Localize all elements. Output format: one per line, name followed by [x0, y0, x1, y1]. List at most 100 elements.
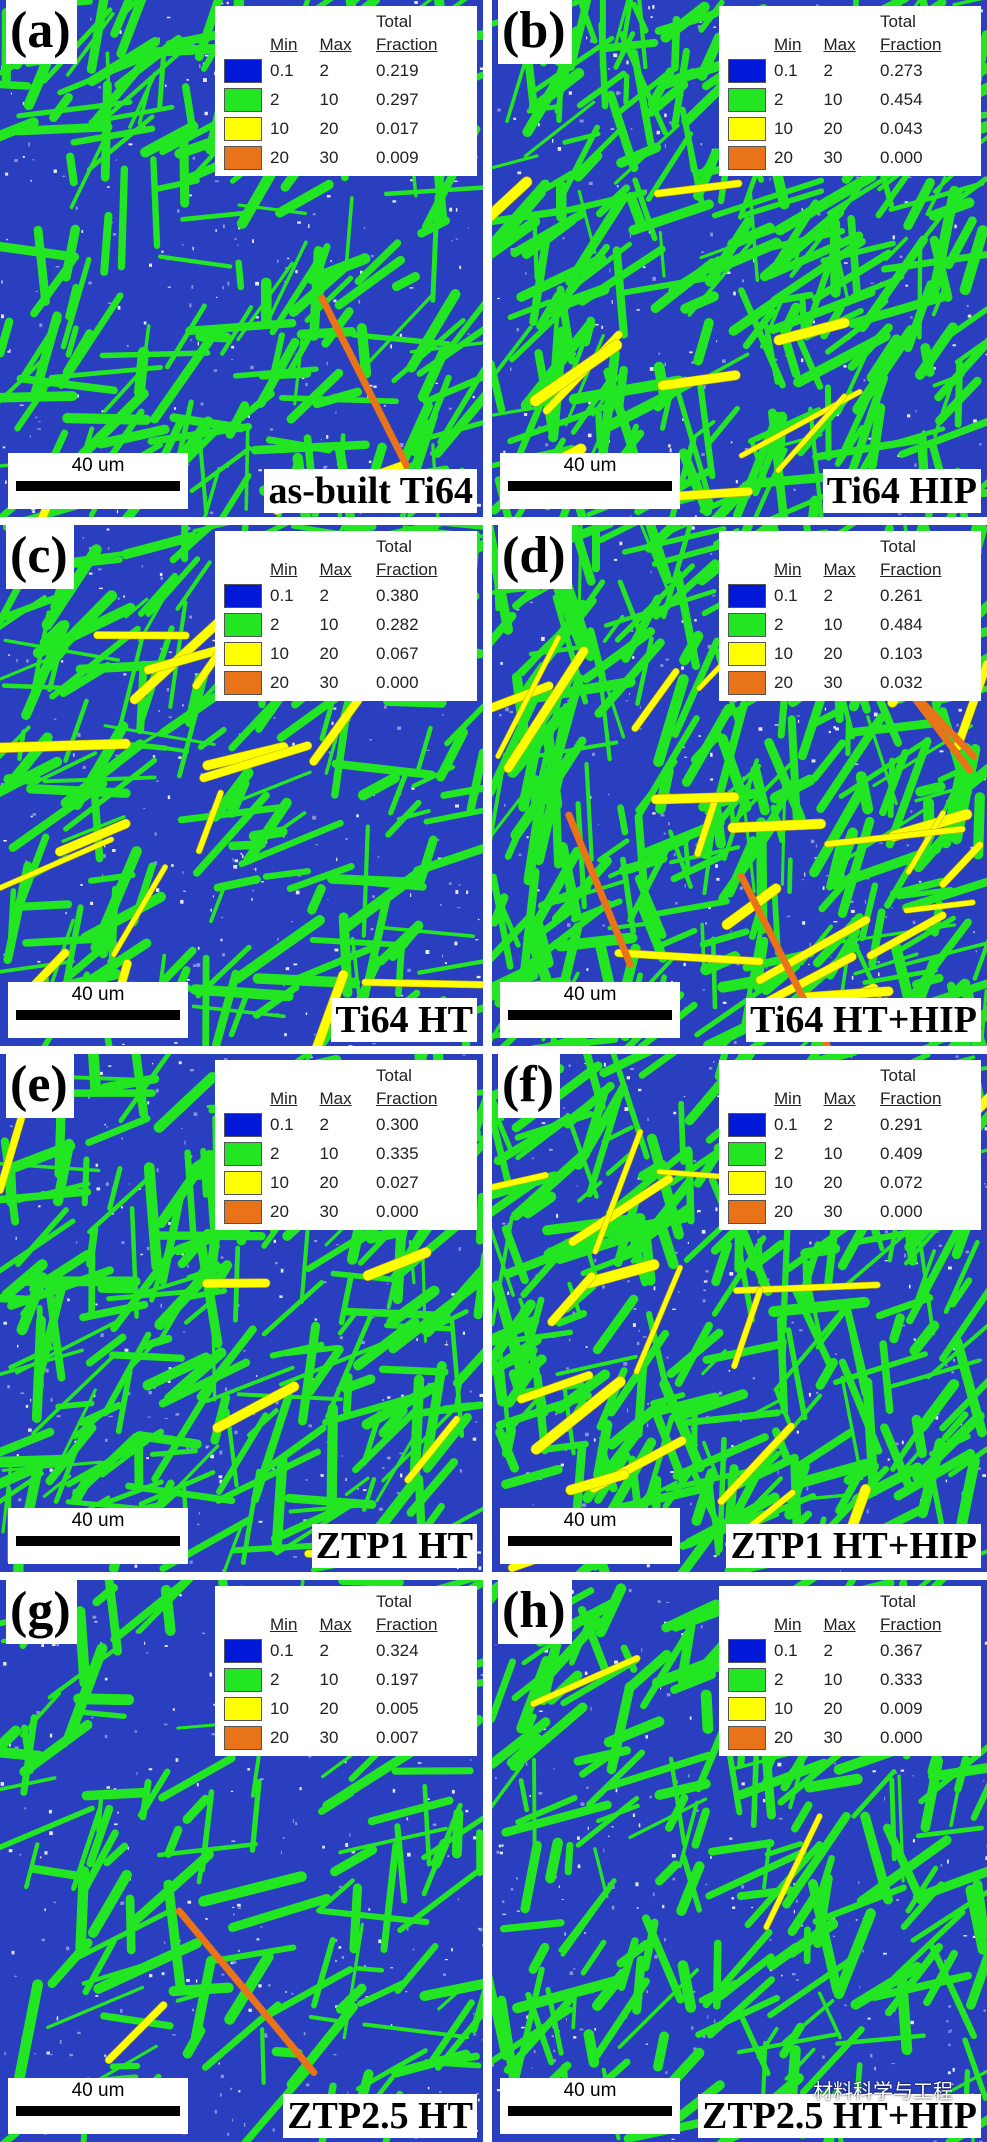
legend-row: 2 10 0.454 [725, 85, 977, 114]
legend-max: 30 [319, 1727, 339, 1747]
legend-min-header: Min [774, 560, 802, 579]
legend-swatch [224, 1638, 262, 1663]
legend-fraction: 0.300 [376, 1114, 419, 1134]
legend-fraction: 0.005 [376, 1698, 419, 1718]
legend-swatch [224, 1199, 262, 1224]
legend-swatch [224, 1667, 262, 1692]
legend-fraction: 0.367 [880, 1640, 923, 1660]
legend-min: 2 [774, 614, 784, 634]
legend-fraction: 0.261 [880, 585, 923, 605]
legend-total-header: Total [376, 1066, 412, 1085]
legend-fraction: 0.484 [880, 614, 923, 634]
legend-total-header: Total [376, 537, 412, 556]
scale-bar-label: 40 um [71, 984, 125, 1005]
legend-max: 20 [823, 1698, 843, 1718]
scale-bar-line [16, 1010, 180, 1020]
panel-caption: Ti64 HT+HIP [746, 998, 981, 1042]
legend-row: 2 10 0.335 [221, 1139, 473, 1168]
legend-min: 20 [270, 1727, 289, 1747]
legend-min: 0.1 [774, 1640, 798, 1660]
scale-bar-line [508, 1536, 672, 1546]
scale-bar: 40 um [500, 453, 680, 509]
legend-min: 2 [774, 89, 784, 109]
legend-swatch [728, 670, 766, 695]
legend-fraction-header: Fraction [376, 1615, 438, 1634]
legend-total-header: Total [880, 1592, 916, 1611]
legend-swatch [224, 641, 262, 666]
micrograph-panel-e: (e) Total Min Max Fraction 0.1 2 0.300 2 10… [0, 1054, 483, 1572]
legend-min: 20 [774, 1727, 793, 1747]
panel-label: (e) [6, 1054, 74, 1118]
micrograph-panel-c: (c) Total Min Max Fraction 0.1 2 0.380 2 10… [0, 525, 483, 1046]
legend-row: 10 20 0.067 [221, 639, 473, 668]
legend-fraction: 0.324 [376, 1640, 419, 1660]
legend-swatch [728, 145, 766, 170]
legend-fraction: 0.017 [376, 118, 419, 138]
grain-size-legend: Total Min Max Fraction 0.1 2 0.273 2 10 0.45… [719, 6, 981, 176]
scale-bar: 40 um [500, 1508, 680, 1564]
watermark: 材料科学与工程 [813, 2081, 953, 2103]
legend-min-header: Min [270, 1615, 298, 1634]
legend-max: 10 [319, 1669, 339, 1689]
legend-min: 20 [270, 1201, 289, 1221]
legend-row: 0.1 2 0.261 [725, 581, 977, 610]
scale-bar-line [16, 2106, 180, 2116]
legend-fraction: 0.219 [376, 60, 419, 80]
legend-max: 30 [823, 672, 843, 692]
legend-min: 2 [270, 89, 280, 109]
legend-max: 30 [319, 1201, 339, 1221]
legend-swatch [224, 583, 262, 608]
legend-max-header: Max [319, 1089, 352, 1108]
panel-label: (g) [6, 1580, 77, 1644]
scale-bar-label: 40 um [563, 984, 617, 1005]
legend-fraction-header: Fraction [376, 35, 438, 54]
legend-max: 20 [823, 1172, 843, 1192]
legend-max: 2 [319, 1114, 329, 1134]
legend-min: 2 [774, 1669, 784, 1689]
legend-min-header: Min [774, 1089, 802, 1108]
legend-fraction: 0.291 [880, 1114, 923, 1134]
legend-min: 0.1 [774, 585, 798, 605]
micrograph-panel-h: (h) Total Min Max Fraction 0.1 2 0.367 2 10… [492, 1580, 987, 2142]
legend-min: 20 [774, 672, 793, 692]
legend-row: 0.1 2 0.219 [221, 56, 473, 85]
legend-max: 20 [319, 1172, 339, 1192]
legend-fraction: 0.000 [376, 672, 419, 692]
legend-row: 10 20 0.072 [725, 1168, 977, 1197]
legend-min-header: Min [270, 35, 298, 54]
grain-size-legend: Total Min Max Fraction 0.1 2 0.324 2 10 0.19… [215, 1586, 477, 1756]
legend-row: 2 10 0.333 [725, 1665, 977, 1694]
legend-min: 2 [270, 1143, 280, 1163]
legend-min: 2 [774, 1143, 784, 1163]
legend-swatch [728, 641, 766, 666]
legend-min-header: Min [270, 560, 298, 579]
legend-row: 10 20 0.043 [725, 114, 977, 143]
legend-max: 30 [823, 147, 843, 167]
legend-min: 0.1 [270, 585, 294, 605]
legend-row: 0.1 2 0.300 [221, 1110, 473, 1139]
legend-max-header: Max [823, 560, 856, 579]
panel-caption: as-built Ti64 [264, 469, 477, 513]
legend-max: 30 [319, 147, 339, 167]
legend-row: 2 10 0.197 [221, 1665, 473, 1694]
grain-size-legend: Total Min Max Fraction 0.1 2 0.219 2 10 0.29… [215, 6, 477, 176]
legend-max: 2 [823, 1114, 833, 1134]
legend-fraction: 0.000 [880, 147, 923, 167]
legend-fraction: 0.000 [880, 1201, 923, 1221]
scale-bar: 40 um [500, 982, 680, 1038]
legend-max: 30 [823, 1727, 843, 1747]
legend-row: 20 30 0.000 [725, 1723, 977, 1752]
scale-bar-label: 40 um [563, 1510, 617, 1531]
panel-caption: Ti64 HIP [822, 469, 981, 513]
legend-fraction: 0.333 [880, 1669, 923, 1689]
legend-row: 10 20 0.027 [221, 1168, 473, 1197]
legend-swatch [728, 1141, 766, 1166]
legend-fraction: 0.297 [376, 89, 419, 109]
legend-row: 10 20 0.009 [725, 1694, 977, 1723]
panel-caption: Ti64 HT [331, 998, 477, 1042]
legend-total-header: Total [880, 537, 916, 556]
legend-min: 10 [774, 643, 793, 663]
panel-label: (a) [6, 0, 77, 64]
micrograph-panel-f: (f) Total Min Max Fraction 0.1 2 0.291 2 10… [492, 1054, 987, 1572]
grain-size-legend: Total Min Max Fraction 0.1 2 0.291 2 10 0.40… [719, 1060, 981, 1230]
